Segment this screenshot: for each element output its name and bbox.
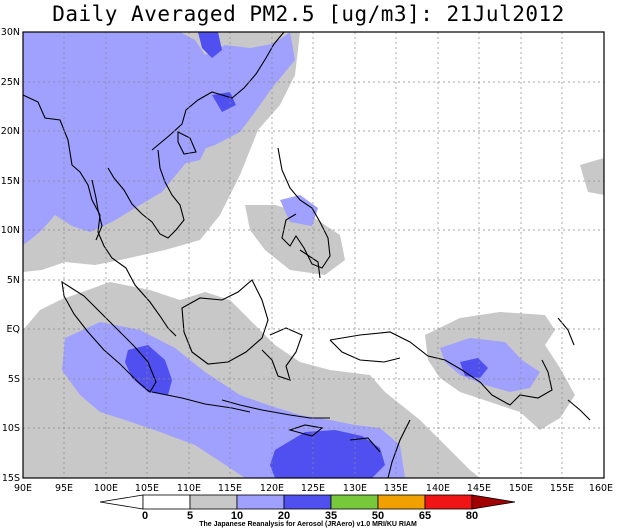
lon-label: 130E [343,483,367,494]
colorbar-segment [471,494,516,510]
lon-label: 95E [55,483,73,494]
colorbar-segment [189,494,238,510]
lat-label: 5N [7,275,20,286]
lon-label: 115E [218,483,242,494]
colorbar-segment [377,494,426,510]
map-frame [22,31,605,479]
lon-label: 105E [135,483,159,494]
lat-label: 5S [8,374,20,385]
lat-label: 25N [1,77,20,88]
lat-label: 10N [1,225,20,236]
lon-label: 110E [177,483,201,494]
lat-label: 20N [1,126,20,137]
colorbar-label: 20 [278,510,290,522]
lon-label: 145E [467,483,491,494]
lon-axis: 90E 95E 100E 105E 110E 115E 120E 125E 13… [14,483,613,494]
colorbar-label: 65 [419,510,431,522]
colorbar-segment [330,494,379,510]
lon-label: 135E [384,483,408,494]
lon-label: 100E [94,483,118,494]
lat-axis: 30N 25N 20N 15N 10N 5N EQ 5S 10S 15S [1,27,20,484]
map-title: Daily Averaged PM2.5 [ug/m3]: 21Jul2012 [52,2,565,26]
colorbar-segment [236,494,285,510]
lon-label: 125E [301,483,325,494]
lat-label: 30N [1,27,20,38]
colorbar-label: 50 [372,510,384,522]
colorbar-segment [424,494,473,510]
colorbar-segment [283,494,332,510]
colorbar-segment [99,494,144,510]
map-area [23,32,604,478]
lon-label: 120E [260,483,284,494]
colorbar-label: 10 [231,510,243,522]
credit-text: The Japanese Reanalysis for Aerosol (JRA… [199,521,417,528]
lon-label: 160E [589,483,613,494]
colorbar-label: 0 [142,510,148,522]
lon-label: 140E [426,483,450,494]
colorbar-label: 35 [325,510,337,522]
lon-label: 155E [550,483,574,494]
lat-label: 10S [2,423,20,434]
grid [23,32,604,478]
coastlines [23,32,591,478]
colorbar-label: 80 [466,510,478,522]
colorbar-segment [142,494,191,510]
lat-label: 15N [1,176,20,187]
lon-label: 90E [14,483,32,494]
colorbar: 0 5 10 20 35 50 65 80 [99,494,516,522]
lon-label: 150E [509,483,533,494]
colorbar-label: 5 [187,510,193,522]
lat-label: EQ [7,324,20,335]
lat-label: 15S [2,473,20,484]
